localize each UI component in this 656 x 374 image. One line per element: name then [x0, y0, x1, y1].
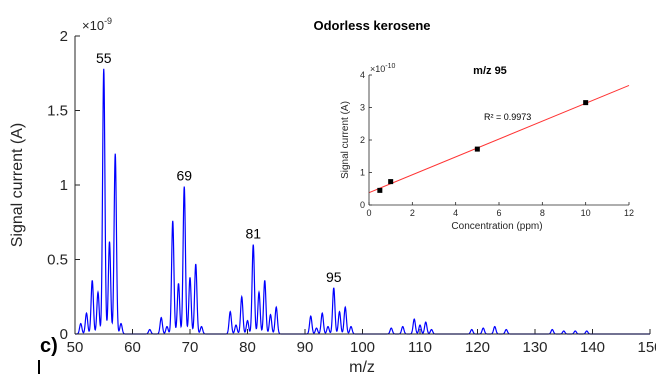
main-y-exponent-power: -9: [104, 16, 112, 26]
inset-x-tick-label: 0: [366, 208, 371, 218]
inset-points: [377, 100, 589, 193]
inset-data-point: [388, 179, 394, 185]
inset-y-tick-label: 4: [360, 70, 365, 80]
main-x-tick-label: 70: [182, 339, 199, 356]
main-x-tick-label: 100: [350, 339, 375, 356]
peak-label: 95: [326, 269, 342, 285]
main-peak-labels: 55 69 81 95: [96, 50, 342, 285]
inset-x-tick-label: 8: [540, 208, 545, 218]
main-x-tick-label: 130: [522, 339, 547, 356]
main-x-tick-label: 50: [67, 339, 84, 356]
inset-x-ticks: 0 2 4 6 8 10 12: [366, 202, 634, 218]
main-y-tick-label: 1: [60, 177, 68, 194]
main-x-ticks: 50 60 70 80 90 100 110 120 130 140 150: [67, 329, 656, 356]
inset-x-tick-label: 6: [496, 208, 501, 218]
inset-y-tick-label: 2: [360, 135, 365, 145]
main-x-tick-label: 80: [239, 339, 256, 356]
main-y-tick-label: 0: [60, 326, 68, 343]
inset-y-tick-label: 1: [360, 168, 365, 178]
peak-label: 81: [245, 226, 261, 242]
inset-y-tick-label: 3: [360, 103, 365, 113]
inset-y-exponent-base: ×10: [370, 64, 385, 74]
main-x-tick-label: 110: [408, 339, 432, 356]
peak-label: 69: [176, 167, 192, 183]
main-x-axis-label: m/z: [349, 359, 375, 374]
inset-data-point: [474, 146, 480, 152]
inset-y-tick-label: 0: [360, 200, 365, 210]
inset-y-exponent-power: -10: [385, 63, 395, 70]
peak-label: 55: [96, 50, 112, 66]
main-chart-title: Odorless kerosene: [313, 18, 430, 33]
inset-data-point: [377, 187, 383, 193]
inset-y-exponent: ×10-10: [370, 63, 396, 74]
panel-label: c): [40, 335, 58, 357]
inset-x-tick-label: 12: [624, 208, 634, 218]
main-x-tick-label: 150: [637, 339, 656, 356]
inset-chart-title: m/z 95: [473, 65, 507, 77]
main-y-exponent-base: ×10: [82, 18, 104, 33]
inset-r2-annotation: R² = 0.9973: [484, 112, 531, 122]
inset-x-tick-label: 10: [581, 208, 591, 218]
inset-data-point: [583, 100, 589, 106]
inset-plot-area: [369, 75, 629, 205]
inset-x-axis-label: Concentration (ppm): [451, 221, 542, 232]
main-y-tick-label: 2: [60, 28, 68, 45]
inset-x-tick-label: 2: [410, 208, 415, 218]
main-y-axis-label: Signal current (A): [9, 123, 26, 248]
main-y-exponent: ×10-9: [82, 16, 112, 33]
main-x-tick-label: 60: [124, 339, 141, 356]
main-x-tick-label: 140: [580, 339, 605, 356]
main-y-tick-label: 0.5: [47, 252, 68, 269]
inset-x-tick-label: 4: [453, 208, 458, 218]
main-y-ticks: 0 0.5 1 1.5 2: [47, 28, 80, 343]
inset-y-axis-label: Signal current (A): [340, 101, 351, 179]
main-y-tick-label: 1.5: [47, 103, 68, 120]
main-x-tick-label: 90: [297, 339, 314, 356]
inset-y-ticks: 0 1 2 3 4: [360, 70, 372, 210]
main-x-tick-label: 120: [465, 339, 490, 356]
